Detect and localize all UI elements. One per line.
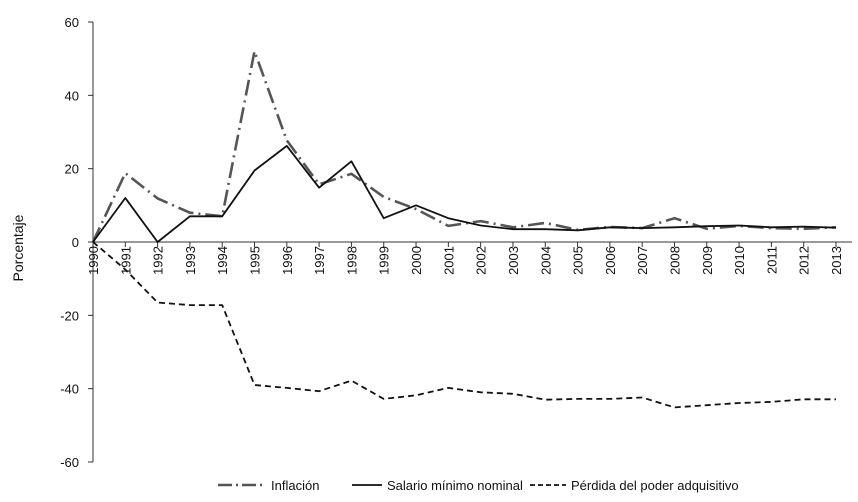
x-tick-label: 2005 [571, 246, 586, 275]
x-tick-label: 2011 [764, 246, 779, 274]
x-tick-label: 1993 [183, 246, 198, 275]
x-tick-label: 1997 [312, 246, 327, 275]
x-tick-label: 1999 [377, 246, 392, 275]
x-tick-label: 2013 [829, 246, 844, 275]
legend-label: Salario mínimo nominal [387, 478, 523, 493]
y-tick-label: -60 [60, 455, 79, 470]
x-tick-label: 1998 [344, 246, 359, 275]
legend-label: Inflación [271, 478, 319, 493]
x-tick-label: 2006 [603, 246, 618, 275]
legend-item-2: Salario mínimo nominal [352, 478, 523, 493]
legend-item-1: Inflación [218, 478, 319, 493]
y-tick-label: 20 [65, 162, 79, 177]
legend-label: Pérdida del poder adquisitivo [571, 478, 739, 493]
series-line-1 [91, 49, 837, 243]
y-tick-label: 40 [65, 88, 79, 103]
x-tick-label: 1991 [118, 246, 133, 275]
x-tick-label: 1995 [248, 246, 263, 275]
y-axis-label: Porcentaje [10, 214, 26, 281]
series-lines [91, 49, 837, 409]
x-ticks: 1990 1991 1992 1993 1994 1995 1996 1997 1998 1999… [86, 242, 844, 275]
legend: Inflación Salario mínimo nominal Pérdida d… [218, 478, 739, 493]
y-tick-label: 0 [72, 235, 79, 250]
y-tick-label: -40 [60, 382, 79, 397]
x-tick-label: 1992 [151, 246, 166, 275]
axes [92, 22, 852, 462]
x-tick-label: 2007 [635, 246, 650, 275]
x-tick-label: 2012 [797, 246, 812, 275]
x-tick-label: 2009 [700, 246, 715, 275]
x-tick-label: 2001 [441, 246, 456, 275]
legend-item-3: Pérdida del poder adquisitivo [530, 478, 739, 493]
x-tick-label: 2003 [506, 246, 521, 275]
x-tick-label: 2008 [667, 246, 682, 275]
x-tick-label: 1990 [86, 246, 101, 275]
y-tick-label: -20 [60, 308, 79, 323]
y-tick-label: 60 [65, 15, 79, 30]
x-tick-label: 1994 [215, 246, 230, 275]
x-tick-label: 2000 [409, 246, 424, 275]
series-line-2 [92, 144, 837, 243]
x-tick-label: 1996 [280, 246, 295, 275]
x-tick-label: 2004 [538, 246, 553, 275]
x-tick-label: 2010 [732, 246, 747, 275]
x-tick-label: 2002 [474, 246, 489, 275]
y-ticks: 60 40 20 0 -20 -40 -60 [60, 15, 93, 470]
series-line-3 [92, 241, 836, 409]
